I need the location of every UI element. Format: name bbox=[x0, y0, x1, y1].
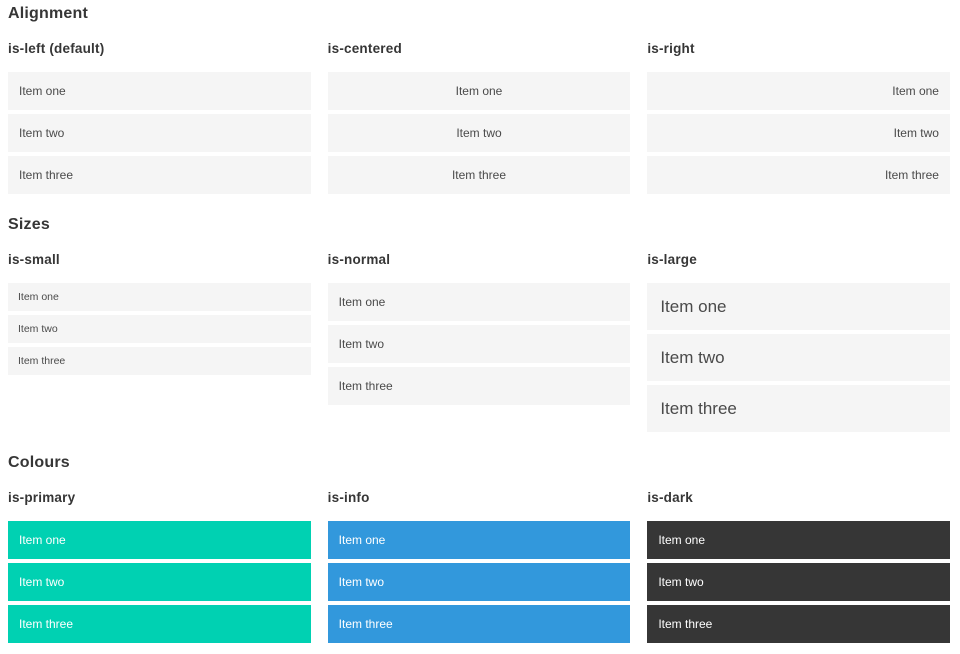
list-view-is-small: Item one Item two Item three bbox=[8, 283, 311, 375]
list-item: Item two bbox=[8, 563, 311, 601]
group-is-centered: is-centered Item one Item two Item three bbox=[327, 40, 631, 194]
list-item: Item three bbox=[327, 156, 631, 194]
list-item: Item three bbox=[8, 156, 311, 194]
list-item: Item one bbox=[647, 283, 950, 330]
list-item: Item three bbox=[647, 605, 950, 643]
list-item: Item two bbox=[8, 315, 311, 343]
list-item: Item two bbox=[327, 563, 631, 601]
list-item: Item one bbox=[8, 521, 311, 559]
section-grid: is-left (default) Item one Item two Item… bbox=[8, 40, 950, 194]
group-is-info: is-info Item one Item two Item three bbox=[327, 489, 631, 643]
group-is-dark: is-dark Item one Item two Item three bbox=[647, 489, 950, 643]
list-view-is-dark: Item one Item two Item three bbox=[647, 521, 950, 643]
section-title: Colours bbox=[8, 454, 70, 471]
section-title: Sizes bbox=[8, 216, 50, 233]
group-label: is-large bbox=[647, 252, 697, 267]
group-label: is-small bbox=[8, 252, 60, 267]
list-item: Item two bbox=[327, 325, 631, 363]
group-is-primary: is-primary Item one Item two Item three bbox=[8, 489, 311, 643]
list-view-is-primary: Item one Item two Item three bbox=[8, 521, 311, 643]
group-label: is-normal bbox=[327, 252, 391, 267]
group-is-left: is-left (default) Item one Item two Item… bbox=[8, 40, 311, 194]
group-label: is-primary bbox=[8, 490, 76, 505]
group-is-normal: is-normal Item one Item two Item three bbox=[327, 251, 631, 405]
list-view-is-normal: Item one Item two Item three bbox=[327, 283, 631, 405]
list-item: Item two bbox=[647, 114, 950, 152]
list-item: Item one bbox=[647, 72, 950, 110]
list-view-is-centered: Item one Item two Item three bbox=[327, 72, 631, 194]
list-item: Item one bbox=[327, 283, 631, 321]
list-item: Item three bbox=[8, 347, 311, 375]
group-is-small: is-small Item one Item two Item three bbox=[8, 251, 311, 375]
list-view-is-info: Item one Item two Item three bbox=[327, 521, 631, 643]
group-label: is-info bbox=[327, 490, 370, 505]
group-label: is-left (default) bbox=[8, 41, 105, 56]
list-item: Item one bbox=[327, 521, 631, 559]
list-item: Item one bbox=[8, 72, 311, 110]
section-grid: is-small Item one Item two Item three is… bbox=[8, 251, 950, 432]
list-item: Item two bbox=[8, 114, 311, 152]
list-view-is-large: Item one Item two Item three bbox=[647, 283, 950, 432]
list-item: Item three bbox=[8, 605, 311, 643]
group-label: is-right bbox=[647, 41, 695, 56]
section-sizes: Sizes is-small Item one Item two Item th… bbox=[8, 215, 950, 432]
list-item: Item three bbox=[647, 156, 950, 194]
section-grid: is-primary Item one Item two Item three … bbox=[8, 489, 950, 643]
list-view-is-right: Item one Item two Item three bbox=[647, 72, 950, 194]
group-is-right: is-right Item one Item two Item three bbox=[647, 40, 950, 194]
list-item: Item two bbox=[327, 114, 631, 152]
group-label: is-dark bbox=[647, 490, 693, 505]
group-is-large: is-large Item one Item two Item three bbox=[647, 251, 950, 432]
list-item: Item three bbox=[327, 367, 631, 405]
list-view-is-left: Item one Item two Item three bbox=[8, 72, 311, 194]
list-item: Item three bbox=[647, 385, 950, 432]
list-item: Item two bbox=[647, 334, 950, 381]
list-item: Item one bbox=[327, 72, 631, 110]
section-title: Alignment bbox=[8, 5, 89, 22]
list-item: Item two bbox=[647, 563, 950, 601]
section-colours: Colours is-primary Item one Item two Ite… bbox=[8, 453, 950, 643]
group-label: is-centered bbox=[327, 41, 402, 56]
list-item: Item three bbox=[327, 605, 631, 643]
section-alignment: Alignment is-left (default) Item one Ite… bbox=[8, 4, 950, 194]
list-item: Item one bbox=[647, 521, 950, 559]
list-item: Item one bbox=[8, 283, 311, 311]
